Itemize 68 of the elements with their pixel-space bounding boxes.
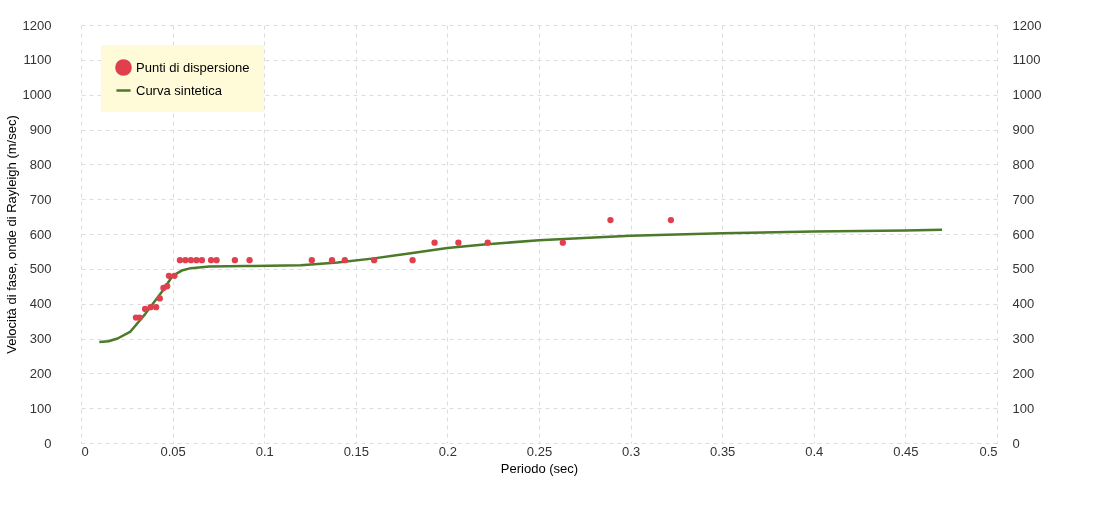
x-tick-label: 0.5 [979,443,998,459]
point [667,216,675,224]
x-tick-label: 0.1 [255,443,274,459]
x-tick-label: 0.3 [622,443,641,459]
y-tick-label: 1000 [22,87,52,103]
legend-label: Punti di dispersione [136,59,250,75]
y2-tick-label: 400 [1012,296,1035,312]
x-tick-label: 0.25 [526,443,553,459]
y2-tick-label: 800 [1012,156,1035,172]
y-tick-label: 600 [29,226,52,242]
point [152,303,160,311]
x-tick-label: 0.35 [710,443,736,459]
y-tick-label: 100 [29,400,52,416]
point [141,305,149,313]
y-tick-label: 400 [29,296,52,312]
point [484,239,491,246]
point [559,239,566,246]
x-tick-label: 0.15 [343,443,369,459]
x-tick-label: 0.05 [160,443,186,459]
y-tick-label: 700 [29,191,52,207]
y2-tick-label: 1100 [1012,52,1041,68]
point [147,303,154,311]
x-tick-label: 0 [81,443,89,459]
legend-label: Curva sintetica [136,82,223,98]
point [156,295,163,302]
y-tick-label: 1100 [23,52,52,68]
y2-tick-label: 100 [1012,400,1035,416]
x-tick-label: 0.2 [438,443,457,459]
point [176,256,184,264]
y-tick-label: 900 [29,122,52,137]
point [207,256,215,264]
point [213,256,220,264]
x-axis-title: Periodo (sec) [500,460,579,476]
point [193,256,200,264]
point [165,272,173,279]
y2-tick-label: 700 [1012,191,1035,207]
y2-tick-label: 900 [1012,122,1035,137]
y2-tick-label: 200 [1012,365,1035,381]
y-tick-label: 800 [29,156,52,172]
point [455,239,462,246]
y2-tick-label: 1000 [1012,87,1042,103]
point [308,256,315,264]
y2-tick-label: 300 [1012,331,1035,346]
y-tick-label: 300 [29,331,52,346]
point [171,272,178,279]
point [246,256,253,264]
point [341,256,348,264]
point [182,256,189,264]
x-tick-label: 0.45 [893,443,919,459]
y2-tick-label: 600 [1012,226,1035,242]
point [163,283,171,290]
point [187,256,195,264]
y-axis-title: Velocità di fase, onde di Rayleigh (m/sec) [3,115,19,354]
point [431,239,438,246]
y-tick-label: 1200 [22,17,52,33]
point [136,314,143,321]
line-series [98,228,944,344]
point [231,256,239,264]
y-tick-label: 500 [29,261,52,277]
y-tick-label: 200 [29,365,52,381]
point [198,256,206,264]
y2-tick-label: 1200 [1012,17,1042,33]
point [409,256,416,264]
point [328,256,336,264]
y2-tick-label: 500 [1012,261,1035,277]
point [370,256,378,264]
point [607,216,614,224]
x-tick-label: 0.4 [805,443,824,459]
